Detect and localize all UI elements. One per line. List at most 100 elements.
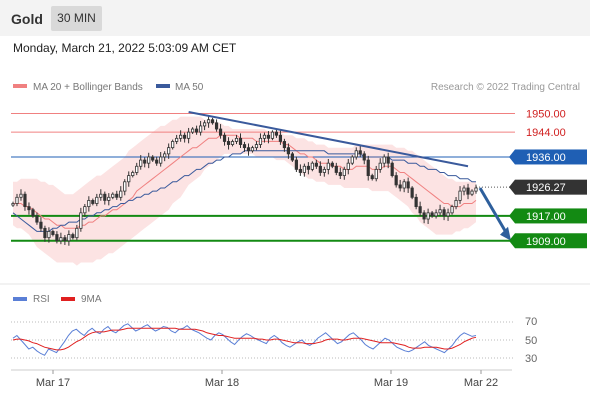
candle-body-21 <box>95 196 99 204</box>
candle-body-61 <box>254 144 259 149</box>
candle-body-18 <box>83 206 87 214</box>
current-price-tag-pointer <box>509 179 515 195</box>
candle-body-22 <box>99 193 103 198</box>
level-tag-1936.00 <box>515 149 587 165</box>
candle-body-0 <box>11 203 15 206</box>
candle-body-41 <box>175 137 179 142</box>
candle-body-102 <box>418 206 422 214</box>
candle-body-36 <box>155 159 159 164</box>
candle-body-4 <box>27 206 31 211</box>
candle-body-87 <box>358 150 362 155</box>
candles-layer <box>11 115 478 246</box>
instrument-title: Gold <box>11 11 43 27</box>
candle-body-27 <box>119 190 123 198</box>
candle-body-9 <box>47 231 51 239</box>
current-price-tag <box>515 179 587 195</box>
rsi-legend-label: RSI <box>33 294 50 305</box>
candle-body-94 <box>386 156 390 164</box>
level-tag-1909.00 <box>515 233 587 249</box>
forecast-arrow-head <box>500 226 511 241</box>
timeframe-badge[interactable]: 30 MIN <box>51 6 102 31</box>
rsi-ma-line <box>12 327 477 351</box>
candle-body-77 <box>318 165 322 173</box>
candle-body-95 <box>390 162 394 176</box>
candle-body-89 <box>366 159 370 176</box>
candle-body-42 <box>179 134 183 139</box>
candle-body-79 <box>326 162 330 170</box>
ma50-legend-label: MA 50 <box>175 82 204 93</box>
candle-body-59 <box>246 147 251 152</box>
candle-body-76 <box>314 162 318 167</box>
research-credit: Research © 2022 Trading Central <box>431 82 580 93</box>
candle-body-56 <box>234 137 239 142</box>
candle-body-86 <box>354 150 358 158</box>
candle-body-51 <box>214 122 219 130</box>
level-tag-pointer-1936.00 <box>509 149 515 165</box>
level-label-1917.00: 1917.00 <box>526 211 566 223</box>
candle-body-47 <box>198 125 203 133</box>
x-label-mar19: Mar 19 <box>374 377 408 389</box>
candle-body-54 <box>226 141 231 145</box>
candle-body-69 <box>286 147 291 155</box>
candle-body-3 <box>23 193 27 208</box>
candle-body-82 <box>338 172 342 176</box>
candle-body-48 <box>202 122 207 127</box>
candle-body-40 <box>171 141 175 149</box>
candle-body-101 <box>414 196 418 208</box>
candle-body-2 <box>19 193 23 198</box>
candle-body-111 <box>454 200 458 208</box>
ma20-legend-swatch <box>13 84 27 88</box>
candle-body-63 <box>262 134 267 139</box>
level-label-1936.00: 1936.00 <box>526 152 566 164</box>
candle-body-60 <box>250 147 255 152</box>
candle-body-92 <box>378 162 382 170</box>
report-datetime: Monday, March 21, 2022 5:03:09 AM CET <box>13 41 237 55</box>
candle-body-39 <box>167 147 171 155</box>
level-label-1909.00: 1909.00 <box>526 236 566 248</box>
rsi-ma-legend-swatch <box>61 297 75 301</box>
ma20-legend-label: MA 20 + Bollinger Bands <box>33 82 143 93</box>
candle-body-78 <box>322 168 326 173</box>
candle-body-14 <box>67 234 71 242</box>
rsi-tick-50: 50 <box>525 335 537 347</box>
candle-body-64 <box>266 134 271 139</box>
candle-body-11 <box>55 234 59 242</box>
level-label-1944.00: 1944.00 <box>526 127 566 139</box>
candle-body-108 <box>442 209 446 217</box>
chart-legend: MA 20 + Bollinger Bands MA 50 Research ©… <box>13 82 580 93</box>
candle-body-68 <box>282 141 287 149</box>
candle-body-100 <box>410 187 414 198</box>
candle-body-112 <box>458 190 462 201</box>
candle-body-16 <box>75 227 79 239</box>
candle-body-72 <box>298 168 302 173</box>
candle-body-115 <box>470 190 474 195</box>
candle-body-66 <box>274 131 279 136</box>
rsi-legend: RSI 9MA <box>13 294 102 305</box>
ma20-line <box>13 134 477 229</box>
candle-body-97 <box>398 184 402 189</box>
candle-body-107 <box>438 209 442 214</box>
candle-body-5 <box>31 209 35 217</box>
candle-body-24 <box>107 196 111 201</box>
candle-body-103 <box>422 212 426 220</box>
candle-body-6 <box>35 215 39 223</box>
candle-body-84 <box>346 162 350 170</box>
rsi-tick-30: 30 <box>525 353 537 365</box>
x-label-mar22: Mar 22 <box>464 377 498 389</box>
candle-body-32 <box>139 159 143 167</box>
candle-body-83 <box>342 168 346 176</box>
candle-body-43 <box>183 134 187 139</box>
candle-body-116 <box>474 187 478 192</box>
candle-body-12 <box>59 237 63 242</box>
candle-body-23 <box>103 193 107 201</box>
candle-body-7 <box>39 221 43 229</box>
rsi-ma-legend-label: 9MA <box>81 294 102 305</box>
rsi-panel <box>11 321 515 359</box>
candle-body-10 <box>51 231 55 235</box>
candle-body-50 <box>210 119 215 124</box>
candle-body-1 <box>15 196 19 204</box>
candle-body-85 <box>350 156 354 164</box>
candle-body-96 <box>394 175 398 186</box>
current-price-label: 1926.27 <box>526 182 566 194</box>
candle-body-35 <box>151 156 155 161</box>
